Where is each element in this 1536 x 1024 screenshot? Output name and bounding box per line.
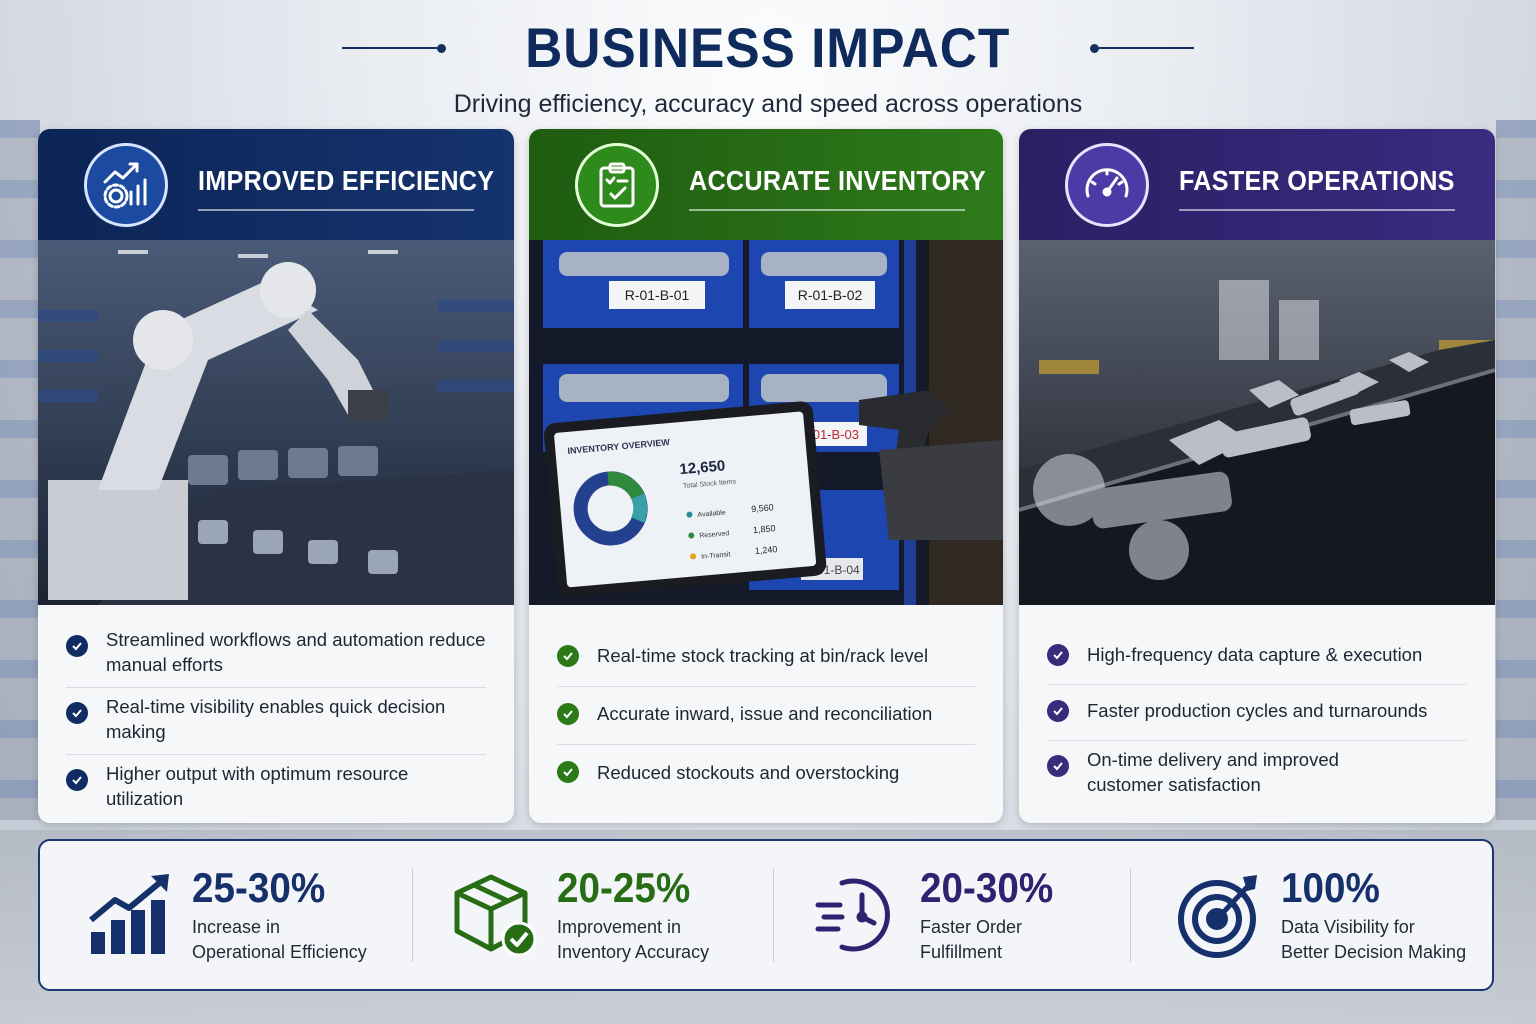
bullet-text: Reduced stockouts and overstocking [597,761,900,783]
stat-label: Faster Order [920,917,1023,937]
background-rack-left [0,120,40,820]
stat-value: 20-30% [920,864,1054,911]
bar-chart-up-icon [82,867,178,963]
list-item: On-time delivery and improved customer s… [1047,741,1467,807]
stat-inventory: 20-25% Improvement in Inventory Accuracy [413,841,773,989]
stat-label: Fulfillment [920,942,1003,962]
total-stock-label: Total Stock Items [683,478,737,490]
inventory-bins-photo: R-01-B-01 R-01-B-02 R-01-B-03 R-01-B-04 … [529,240,1003,605]
robot-arm-photo [38,240,514,605]
list-item: Real-time visibility enables quick decis… [66,688,486,755]
card-title: FASTER OPERATIONS [1179,165,1455,196]
conveyor-bolts-photo [1019,240,1495,605]
bullet-list: Streamlined workflows and automation red… [38,605,514,821]
list-item: Faster production cycles and turnarounds [1047,685,1467,741]
stat-value: 20-25% [557,864,691,911]
list-item: Real-time stock tracking at bin/rack lev… [557,629,975,687]
stat-fulfillment: 20-30% Faster Order Fulfillment [774,841,1130,989]
page-header: BUSINESS IMPACT Driving efficiency, accu… [0,18,1536,119]
chart-gear-icon [84,143,168,227]
check-icon [66,702,88,724]
stat-value: 25-30% [192,864,326,911]
card-accurate-inventory: ACCURATE INVENTORY R-01-B-01 R-01-B-02 [529,129,1003,823]
card-improved-efficiency: IMPROVED EFFICIENCY Str [38,129,514,823]
fast-clock-icon [810,867,906,963]
card-header: IMPROVED EFFICIENCY [38,129,514,240]
list-item: Streamlined workflows and automation red… [66,621,486,688]
background-rack-right [1496,120,1536,820]
clipboard-check-icon [575,143,659,227]
stat-value: 100% [1281,864,1380,911]
stat-label: Better Decision Making [1281,942,1467,962]
bullet-list: Real-time stock tracking at bin/rack lev… [529,605,1003,803]
bullet-text: High-frequency data capture & execution [1087,644,1423,665]
title-underline [689,209,965,211]
stat-visibility: 100% Data Visibility for Better Decision… [1131,841,1491,989]
card-title: IMPROVED EFFICIENCY [198,165,495,196]
check-icon [1047,699,1069,722]
check-icon [557,761,579,783]
stat-label: Increase in [192,917,281,937]
target-icon [1171,867,1267,963]
bullet-text: On-time delivery and improved customer s… [1087,749,1339,795]
card-faster-operations: FASTER OPERATIONS [1019,129,1495,823]
title-decor-left [342,43,447,53]
title-decor-right [1089,43,1194,53]
check-icon [557,644,579,667]
card-title: ACCURATE INVENTORY [689,165,987,196]
check-icon [1047,643,1069,666]
card-header: ACCURATE INVENTORY [529,129,1003,240]
bullet-text: Faster production cycles and turnarounds [1087,700,1428,721]
total-stock-value: 12,650 [679,457,726,478]
stat-divider [412,868,413,962]
stat-label: Data Visibility for [1281,917,1415,937]
stat-label: Inventory Accuracy [557,942,710,962]
check-icon [1047,755,1069,777]
check-icon [557,702,579,725]
stat-divider [773,868,774,962]
inventory-row-label: In-Transit [701,551,731,561]
box-check-icon [447,867,543,963]
page-title: BUSINESS IMPACT [525,16,1011,79]
page-subtitle: Driving efficiency, accuracy and speed a… [453,90,1083,118]
inventory-row-value: 1,240 [754,544,777,556]
bin-label: R-01-B-02 [798,287,863,303]
inventory-row-label: Available [697,509,726,518]
inventory-row-value: 9,560 [751,502,774,514]
stat-label: Operational Efficiency [192,942,367,962]
stat-divider [1130,868,1131,962]
title-underline [1179,209,1455,211]
bin-label: R-01-B-01 [625,287,690,303]
list-item: Reduced stockouts and overstocking [557,745,975,803]
inventory-row-value: 1,850 [753,523,776,535]
check-icon [66,769,88,791]
bullet-text: Streamlined workflows and automation red… [106,629,486,675]
bullet-list: High-frequency data capture & execution … [1019,605,1495,807]
list-item: Higher output with optimum resource util… [66,755,486,821]
stat-efficiency: 25-30% Increase in Operational Efficienc… [40,841,412,989]
speedometer-icon [1065,143,1149,227]
list-item: High-frequency data capture & execution [1047,629,1467,685]
stats-bar: 25-30% Increase in Operational Efficienc… [38,839,1494,991]
bullet-text: Accurate inward, issue and reconciliatio… [597,703,933,724]
check-icon [66,635,88,657]
stat-label: Improvement in [557,917,682,937]
bullet-text: Higher output with optimum resource util… [106,763,409,809]
bullet-text: Real-time visibility enables quick decis… [106,696,446,742]
card-header: FASTER OPERATIONS [1019,129,1495,240]
bullet-text: Real-time stock tracking at bin/rack lev… [597,645,929,666]
title-underline [198,209,474,211]
list-item: Accurate inward, issue and reconciliatio… [557,687,975,745]
inventory-row-label: Reserved [699,530,730,540]
